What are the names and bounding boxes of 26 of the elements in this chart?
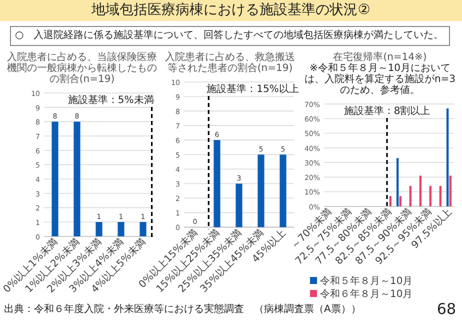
ref-line-label: 施設基準：8割以上 xyxy=(344,105,430,117)
chart-subtitle: ※令和５年８月～10月においては、入院料を算定する施設がn=3のため、参考値。 xyxy=(303,63,457,96)
text: 68 xyxy=(436,300,456,318)
text: 地域包括医療病棟における施設基準の状況② xyxy=(0,0,462,21)
bar xyxy=(389,196,392,206)
bar xyxy=(258,154,264,228)
bar xyxy=(409,186,412,206)
chart-title: 入院患者に占める、救急搬送等された患者の割合(n=19) xyxy=(164,52,296,74)
bar xyxy=(446,108,449,206)
chart-title: 在宅復帰率(n=14※) xyxy=(333,52,428,63)
bar xyxy=(419,176,422,206)
bar xyxy=(214,140,220,228)
legend-label: 令和５年８月～10月 xyxy=(320,275,413,287)
bar xyxy=(236,184,242,228)
bar xyxy=(439,186,442,206)
ref-line-label: 施設基準：15%以上 xyxy=(206,83,299,95)
ref-line-label: 施設基準：5%未満 xyxy=(68,94,154,106)
legend-label: 令和６年８月～10月 xyxy=(320,288,413,300)
chart-title: 入院患者に占める、当該保険医療機関の一般病棟から転棟したものの割合(n=19) xyxy=(7,52,157,85)
bar xyxy=(399,196,402,206)
bar xyxy=(449,176,452,206)
bar xyxy=(429,186,432,206)
text: ○ 入退院経路に係る施設基準について、回答したすべての地域包括医療病棟が満たしていた。 xyxy=(10,26,450,46)
bar xyxy=(396,158,399,206)
bar xyxy=(280,154,286,228)
source-note: 出典：令和６年度入院・外来医療等における実態調査 （病棟調査票（A票）） xyxy=(4,304,361,316)
